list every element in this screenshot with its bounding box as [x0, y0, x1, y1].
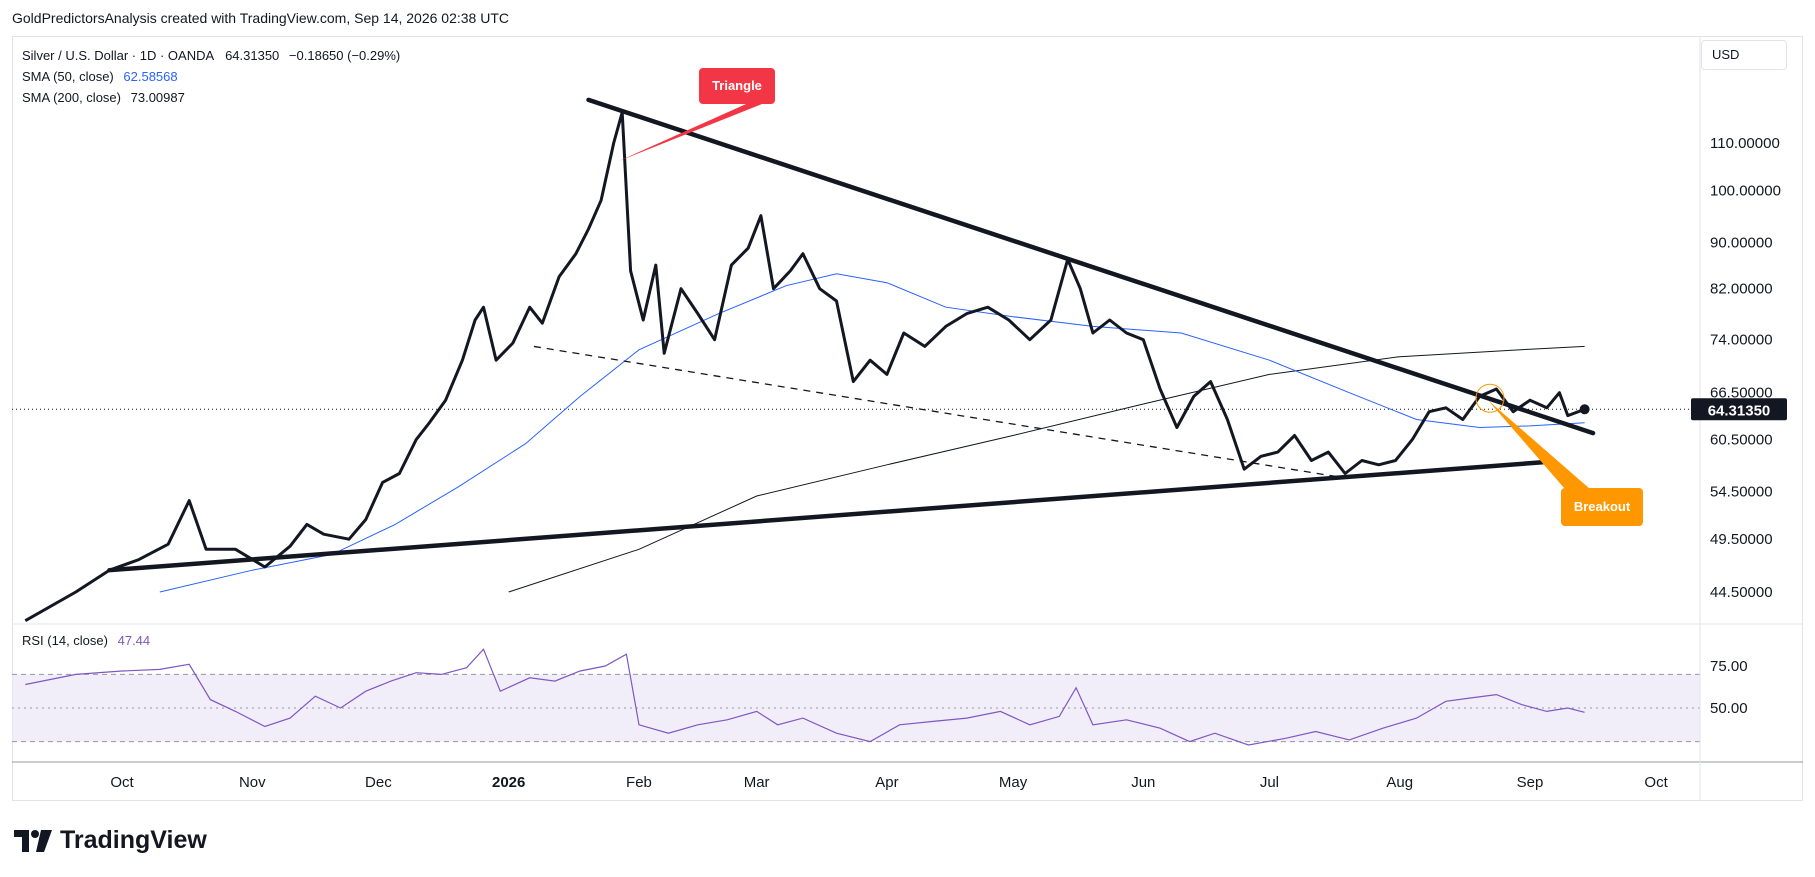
price-tick-2: 90.00000: [1710, 235, 1773, 252]
price-tick-0: 110.00000: [1710, 135, 1780, 152]
breakout-callout-box: [1561, 488, 1643, 526]
trendline-0: [586, 97, 1596, 436]
time-tick-11: Sep: [1517, 774, 1544, 791]
rsi-tick-1: 50.00: [1710, 700, 1748, 717]
price-line: [24, 110, 1586, 622]
sma200-label: SMA (200, close): [22, 90, 121, 105]
rsi-value: 47.44: [117, 633, 151, 648]
trendlines: [107, 97, 1596, 573]
triangle-callout-pointer: [618, 100, 772, 162]
price-series-group: [24, 110, 1590, 622]
sma200-value: 73.00987: [130, 90, 185, 105]
triangle-callout-box: [699, 68, 775, 104]
last-price-badge: [1691, 398, 1787, 421]
time-tick-5: Mar: [744, 774, 770, 791]
time-tick-0: Oct: [110, 774, 134, 791]
time-tick-9: Jul: [1260, 774, 1279, 791]
legend-sma200-row[interactable]: SMA (200, close) 73.00987: [22, 87, 400, 108]
rsi-series-group: [25, 648, 1585, 746]
price-tick-8: 49.50000: [1710, 531, 1773, 548]
rsi-label: RSI (14, close): [22, 633, 108, 648]
currency-selector[interactable]: USD: [1701, 40, 1787, 70]
triangle-callout: Triangle: [618, 68, 775, 162]
legend-symbol-row[interactable]: Silver / U.S. Dollar · 1D · OANDA 64.313…: [22, 45, 400, 66]
last-price-label: 64.31350: [1708, 402, 1771, 419]
sma50-value: 62.58568: [123, 69, 178, 84]
series-layer: [24, 110, 1590, 622]
axes: 110.00000 100.00000 90.00000 82.00000 74.000…: [110, 135, 1787, 791]
price-tick-7: 54.50000: [1710, 483, 1773, 500]
breakout-callout-pointer: [1488, 400, 1590, 489]
chart-legend: Silver / U.S. Dollar · 1D · OANDA 64.313…: [22, 45, 400, 108]
time-tick-8: Jun: [1131, 774, 1155, 791]
chart-credit: GoldPredictorsAnalysis created with Trad…: [12, 10, 509, 26]
time-tick-12: Oct: [1644, 774, 1668, 791]
rsi-tick-0: 75.00: [1710, 658, 1748, 675]
brand-name: TradingView: [60, 826, 207, 854]
legend-sma50-row[interactable]: SMA (50, close) 62.58568: [22, 66, 400, 87]
price-tick-3: 82.00000: [1710, 281, 1773, 298]
trendline-1: [107, 460, 1545, 573]
symbol-label: Silver / U.S. Dollar · 1D · OANDA: [22, 48, 214, 63]
price-tick-4: 74.00000: [1710, 332, 1773, 349]
sma50-label: SMA (50, close): [22, 69, 114, 84]
price-tick-1: 100.00000: [1710, 182, 1781, 199]
tradingview-logo-icon: [14, 829, 52, 852]
tradingview-logo[interactable]: TradingView: [14, 826, 207, 855]
trendline-2: [533, 345, 1346, 479]
time-tick-1: Nov: [239, 774, 266, 791]
breakout-callout-label: Breakout: [1574, 499, 1631, 514]
time-tick-3: 2026: [492, 774, 525, 791]
rsi-legend[interactable]: RSI (14, close) 47.44: [22, 633, 150, 648]
last-price-dot: [1579, 404, 1590, 415]
breakout-marker: [1475, 383, 1505, 413]
annotations: Triangle Breakout: [618, 68, 1643, 526]
time-tick-10: Aug: [1386, 774, 1413, 791]
time-tick-6: Apr: [875, 774, 898, 791]
price-change: −0.18650 (−0.29%): [288, 48, 401, 63]
price-tick-5: 66.50000: [1710, 385, 1773, 402]
breakout-callout: Breakout: [1475, 383, 1643, 526]
chart-frame: [12, 36, 1803, 801]
triangle-callout-label: Triangle: [712, 78, 762, 93]
sma50-line: [159, 273, 1585, 593]
rsi-band: [12, 674, 1700, 742]
sma200-line: [508, 345, 1585, 593]
time-tick-7: May: [999, 774, 1028, 791]
rsi-line: [25, 648, 1585, 746]
time-tick-2: Dec: [365, 774, 392, 791]
rsi-panel: [12, 648, 1700, 746]
last-price-value: 64.31350: [225, 48, 280, 63]
price-tick-6: 60.50000: [1710, 432, 1773, 449]
price-tick-9: 44.50000: [1710, 584, 1773, 601]
time-tick-4: Feb: [626, 774, 652, 791]
